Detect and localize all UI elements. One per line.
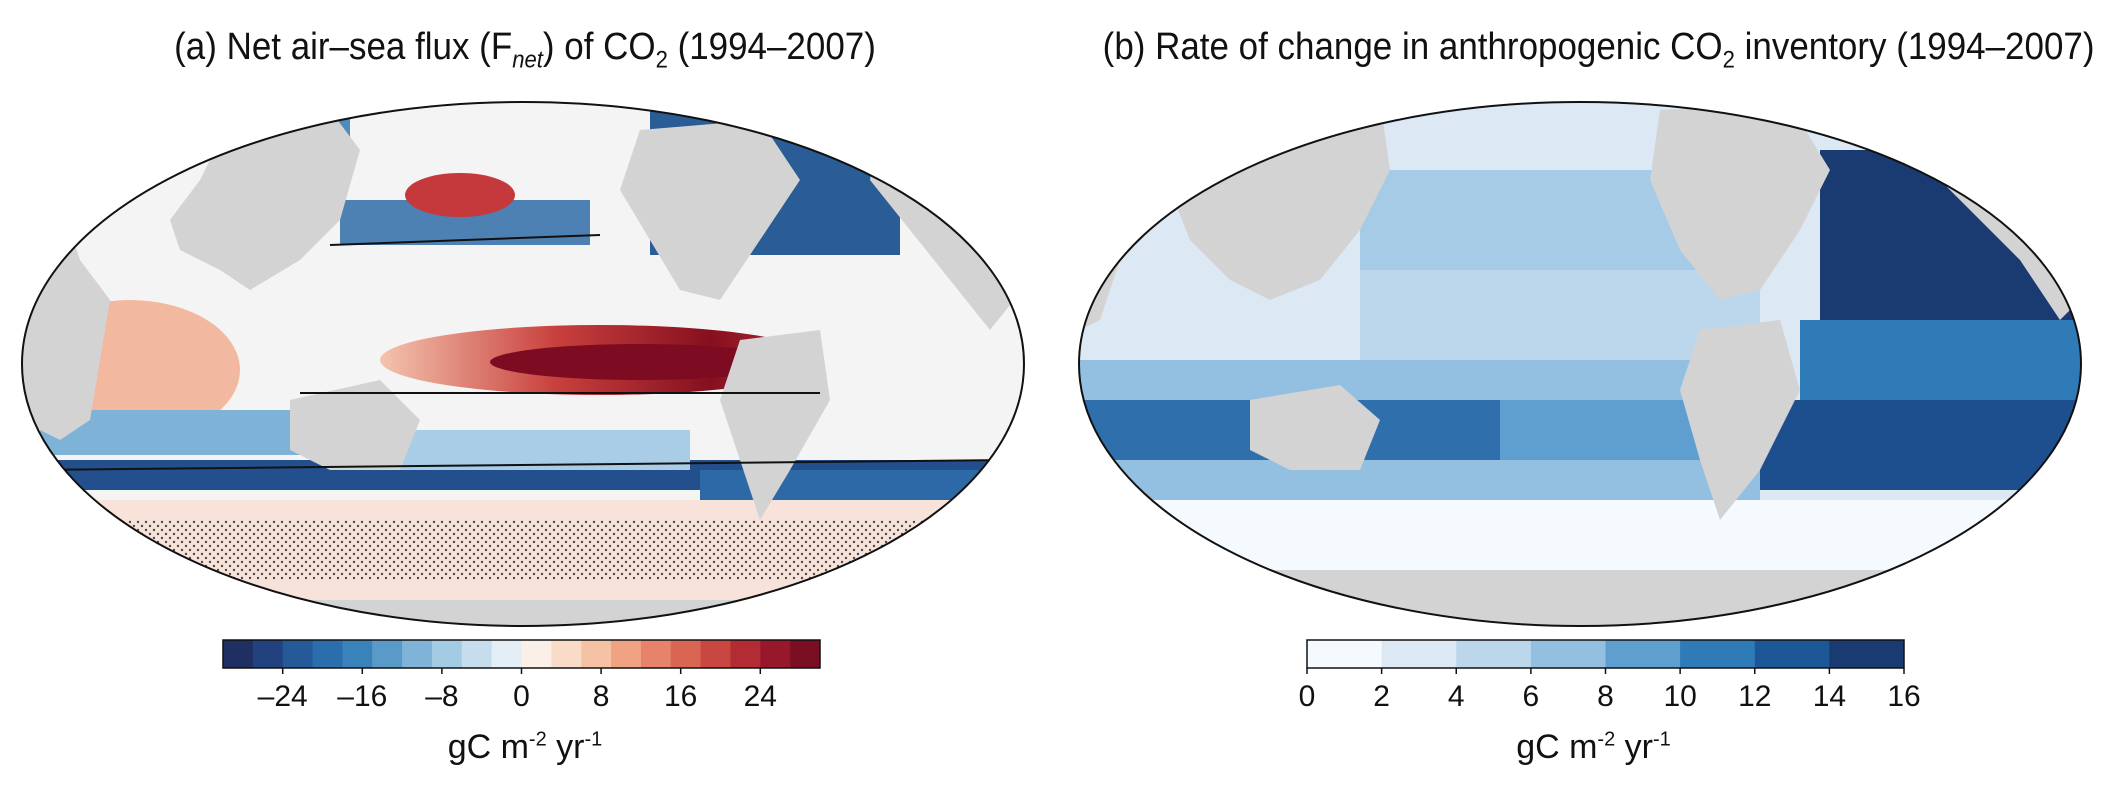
- panel-b-colorbar-swatch: [1605, 640, 1681, 668]
- panel-b-colorbar-swatch: [1829, 640, 1905, 668]
- panel-a-colorbar-label: gC m-2 yr-1: [447, 728, 603, 766]
- panel-a-colorbar-swatch: [372, 640, 403, 668]
- panel-a-colorbar-swatch: [431, 640, 463, 668]
- panel-a-colorbar-tick-label: 0: [513, 680, 530, 713]
- panel-a-colorbar-swatch: [670, 640, 702, 668]
- panel-a-title: (a) Net air–sea flux (Fnet) of CO2 (1994…: [174, 26, 876, 74]
- panel-a-net-flux: (a) Net air–sea flux (Fnet) of CO2 (1994…: [0, 0, 1050, 807]
- panel-b-map: 0 2 4 6 8 10 12 14 16: [1078, 101, 2082, 713]
- panel-b-colorbar-tick-label: 0: [1299, 680, 1316, 713]
- panel-a-map: –24 –16 –8 0 8 16 24: [21, 101, 1025, 713]
- panel-b-colorbar-swatch: [1754, 640, 1830, 668]
- panel-a-colorbar-tick-label: 16: [664, 680, 697, 713]
- panel-b-colorbar-swatch: [1381, 640, 1457, 668]
- panel-b-colorbar-swatch: [1680, 640, 1756, 668]
- panel-b-inventory-change: (b) Rate of change in anthropogenic CO2 …: [1060, 0, 2127, 807]
- panel-b-colorbar-tick-label: 4: [1448, 680, 1465, 713]
- panel-b-colorbar-tick-label: 16: [1887, 680, 1920, 713]
- panel-a-colorbar-swatch: [461, 640, 493, 668]
- panel-b-colorbar-tick-label: 14: [1813, 680, 1846, 713]
- panel-a-colorbar-swatch: [521, 640, 552, 668]
- panel-b-colorbar-tick-label: 10: [1663, 680, 1696, 713]
- panel-a-colorbar-swatch: [252, 640, 284, 668]
- panel-a-colorbar-tick-label: 24: [744, 680, 777, 713]
- australia-landmass-b: [1250, 385, 1380, 470]
- panel-a-colorbar-tick-label: 8: [593, 680, 610, 713]
- panel-a-colorbar-swatch: [223, 640, 254, 668]
- panel-a-colorbar-swatch: [491, 640, 522, 668]
- panel-a-colorbar-swatch: [282, 640, 314, 668]
- panel-b-colorbar-swatch: [1530, 640, 1606, 668]
- south-america-landmass: [720, 330, 830, 520]
- panel-a-colorbar-swatch: [342, 640, 373, 668]
- panel-a-colorbar-swatch: [581, 640, 612, 668]
- panel-a-colorbar-swatch: [700, 640, 731, 668]
- panel-b-colorbar-tick-label: 12: [1738, 680, 1771, 713]
- panel-b-colorbar-tick-label: 8: [1597, 680, 1614, 713]
- north-america-landmass-b: [1650, 105, 1830, 300]
- panel-a-colorbar-swatch: [730, 640, 761, 668]
- panel-b-colorbar-swatch: [1456, 640, 1532, 668]
- panel-a-colorbar-tick-label: –8: [425, 680, 458, 713]
- panel-b-title: (b) Rate of change in anthropogenic CO2 …: [1102, 26, 2095, 74]
- panel-a-colorbar-swatch: [760, 640, 791, 668]
- panel-b-colorbar-swatch: [1307, 640, 1383, 668]
- panel-a-colorbar-tick-label: –24: [258, 680, 308, 713]
- south-america-landmass-b: [1680, 320, 1800, 520]
- panel-a-colorbar: –24 –16 –8 0 8 16 24: [222, 639, 821, 713]
- panel-b-colorbar: 0 2 4 6 8 10 12 14 16: [1299, 639, 1921, 713]
- panel-a-colorbar-swatch: [551, 640, 582, 668]
- panel-a-colorbar-swatch: [640, 640, 672, 668]
- panel-b-colorbar-tick-label: 2: [1373, 680, 1390, 713]
- panel-a-colorbar-tick-label: –16: [337, 680, 387, 713]
- panel-b-map-outline: [1078, 101, 2082, 627]
- antarctica-landmass: [22, 600, 1024, 626]
- panel-b-colorbar-tick-label: 6: [1523, 680, 1540, 713]
- panel-b-colorbar-label: gC m-2 yr-1: [1516, 728, 1671, 766]
- panel-a-colorbar-swatch: [312, 640, 343, 668]
- australia-landmass: [290, 380, 420, 470]
- north-america-landmass: [620, 120, 800, 300]
- antarctica-landmass-b: [1079, 570, 2081, 626]
- panel-a-colorbar-swatch: [790, 640, 821, 668]
- panel-a-colorbar-swatch: [402, 640, 433, 668]
- panel-a-colorbar-swatch: [611, 640, 642, 668]
- panel-a-map-outline: [21, 101, 1025, 627]
